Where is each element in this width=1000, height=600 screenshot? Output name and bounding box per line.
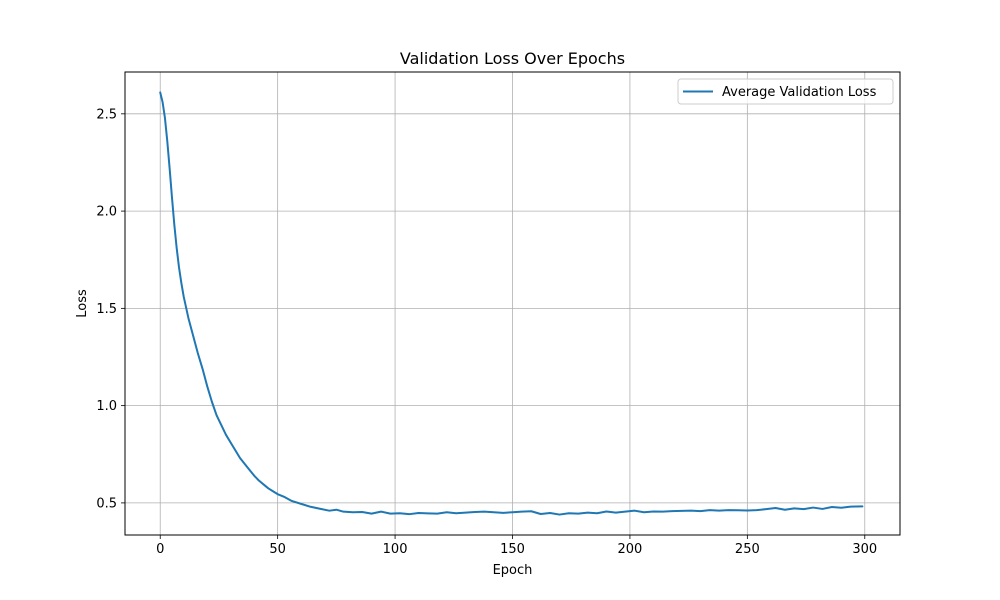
y-tick-label: 2.0 <box>96 205 117 220</box>
x-tick-label: 0 <box>156 542 164 557</box>
x-tick-label: 300 <box>852 542 877 557</box>
grid-lines <box>125 72 900 535</box>
x-tick-label: 200 <box>618 542 643 557</box>
legend-box <box>677 78 894 105</box>
y-axis-label: Loss <box>75 289 90 318</box>
legend: Average Validation Loss <box>677 78 894 105</box>
axis-ticks: 0 50 100 150 200 250 300 0.5 1.0 1.5 2.0 2.5 <box>96 107 877 557</box>
x-tick-label: 100 <box>383 542 408 557</box>
y-tick-label: 1.5 <box>96 302 117 317</box>
y-tick-label: 0.5 <box>96 496 117 511</box>
chart-title: Validation Loss Over Epochs <box>400 49 625 68</box>
series-layer <box>159 91 864 516</box>
x-tick-label: 250 <box>735 542 760 557</box>
y-tick-label: 2.5 <box>96 107 117 122</box>
x-tick-label: 150 <box>500 542 525 557</box>
y-tick-label: 1.0 <box>96 399 117 414</box>
series-line-average-validation-loss <box>159 91 864 516</box>
x-tick-label: 50 <box>269 542 286 557</box>
x-axis-label: Epoch <box>493 563 533 578</box>
legend-label: Average Validation Loss <box>722 85 877 100</box>
